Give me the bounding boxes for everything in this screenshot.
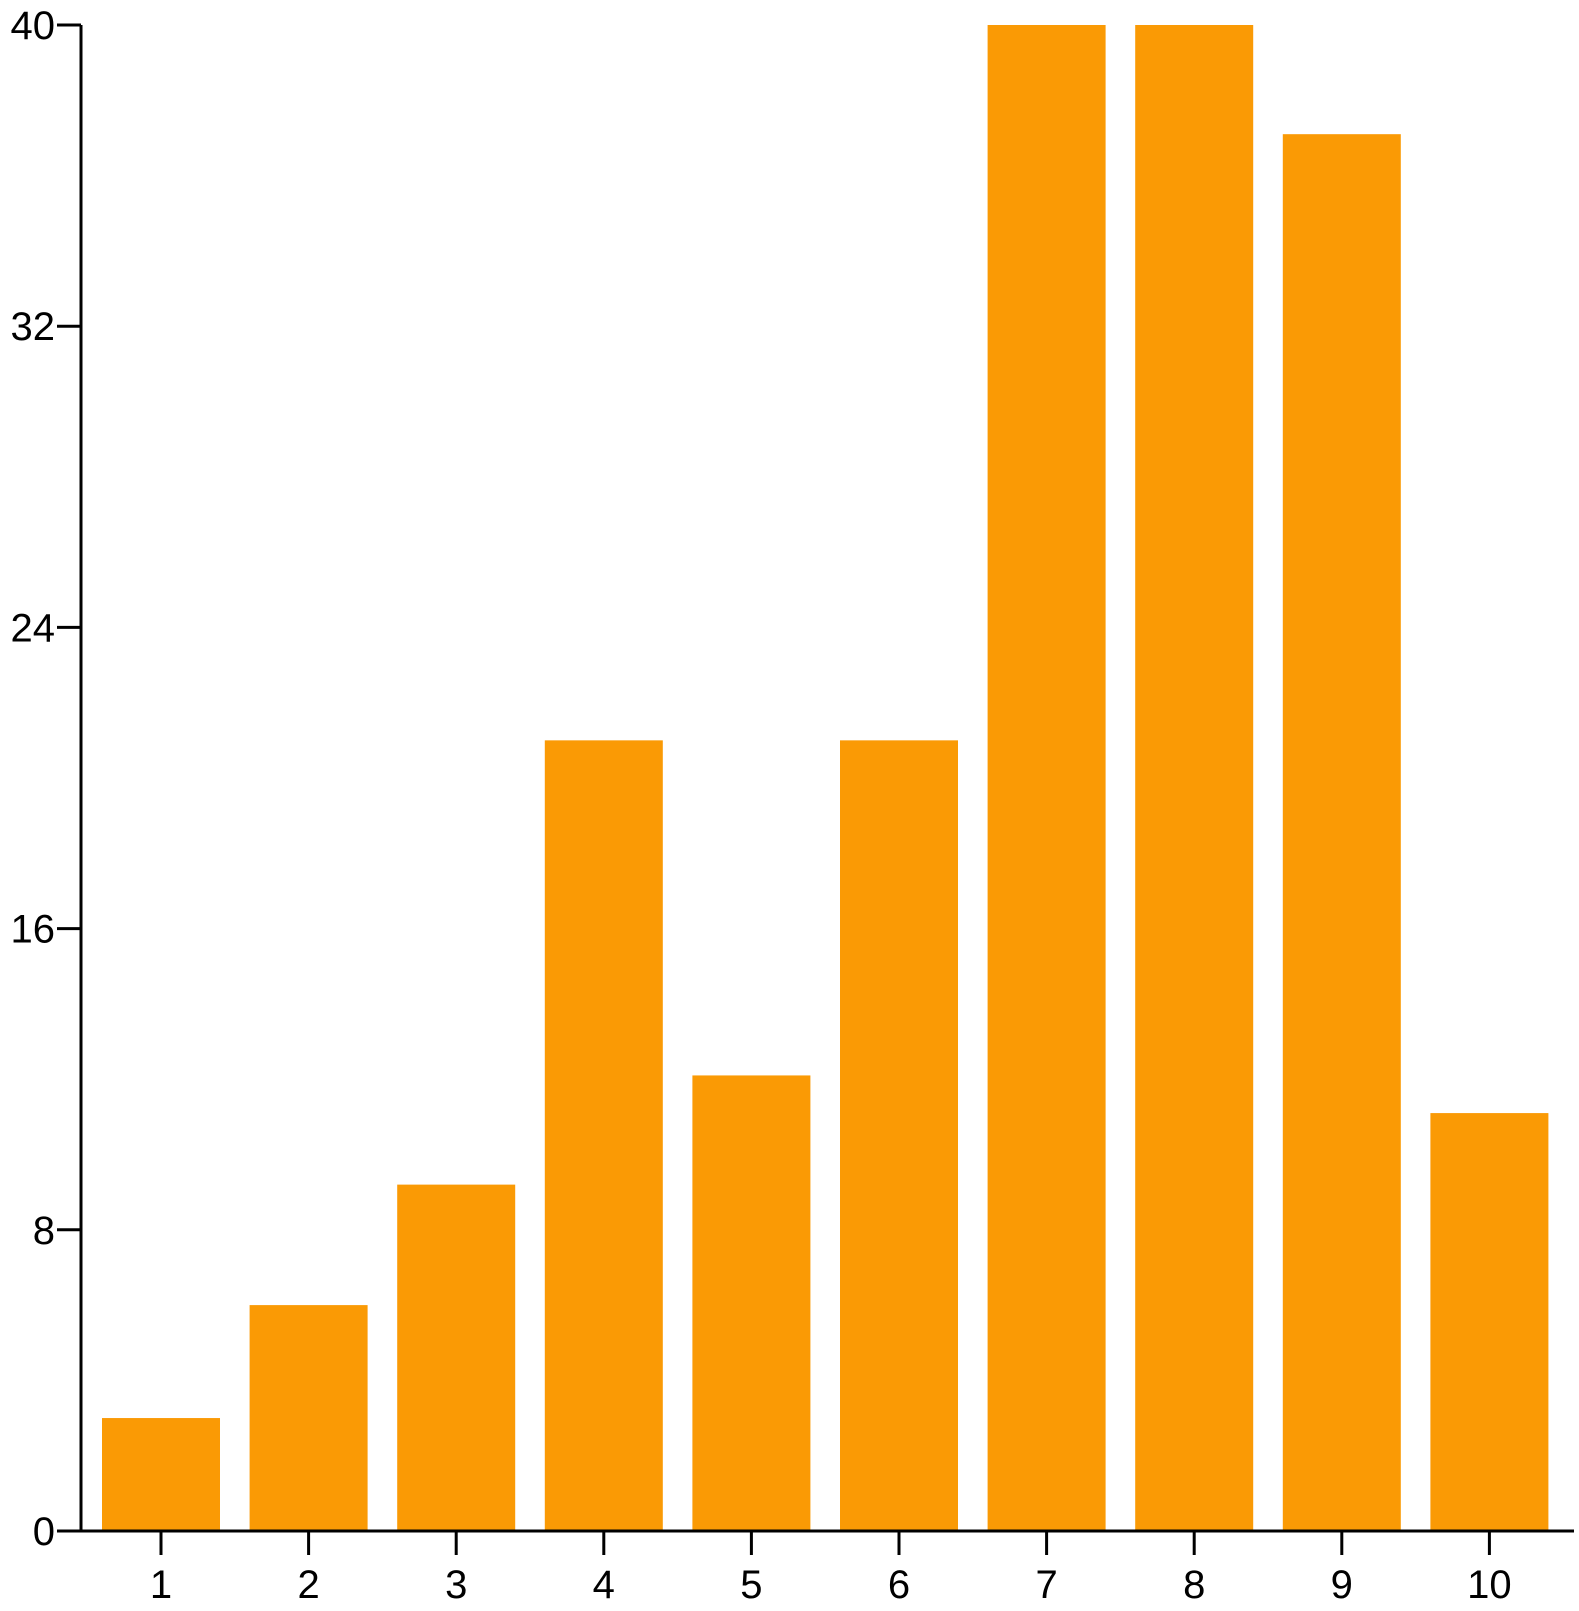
y-tick-label-40: 40 xyxy=(11,4,56,48)
bar-8 xyxy=(1135,25,1254,1531)
x-tick-label-4: 4 xyxy=(593,1563,615,1607)
x-tick-label-7: 7 xyxy=(1035,1563,1057,1607)
x-tick-label-6: 6 xyxy=(888,1563,910,1607)
bar-6 xyxy=(840,740,958,1531)
x-tick-label-1: 1 xyxy=(150,1563,172,1607)
y-axis: 0 8 16 24 32 40 xyxy=(11,4,83,1554)
y-tick-label-24: 24 xyxy=(11,606,56,650)
x-tick-label-5: 5 xyxy=(740,1563,762,1607)
bar-9 xyxy=(1282,134,1401,1532)
y-tick-label-32: 32 xyxy=(11,305,56,349)
bars-group xyxy=(102,25,1549,1532)
x-tick-label-9: 9 xyxy=(1331,1563,1353,1607)
bar-10 xyxy=(1430,1113,1549,1531)
bar-4 xyxy=(544,740,663,1531)
bar-1 xyxy=(102,1418,220,1531)
bar-7 xyxy=(987,25,1106,1531)
y-tick-label-8: 8 xyxy=(33,1209,55,1253)
x-tick-label-8: 8 xyxy=(1183,1563,1205,1607)
bar-5 xyxy=(692,1075,811,1531)
bar-2 xyxy=(249,1305,368,1531)
x-tick-label-3: 3 xyxy=(445,1563,467,1607)
bar-3 xyxy=(397,1184,516,1531)
x-tick-label-2: 2 xyxy=(297,1563,319,1607)
x-tick-label-10: 10 xyxy=(1467,1563,1512,1607)
y-tick-label-0: 0 xyxy=(33,1510,55,1554)
x-axis: 1 2 3 4 5 6 7 8 9 10 xyxy=(81,1529,1574,1607)
y-tick-label-16: 16 xyxy=(11,908,56,952)
